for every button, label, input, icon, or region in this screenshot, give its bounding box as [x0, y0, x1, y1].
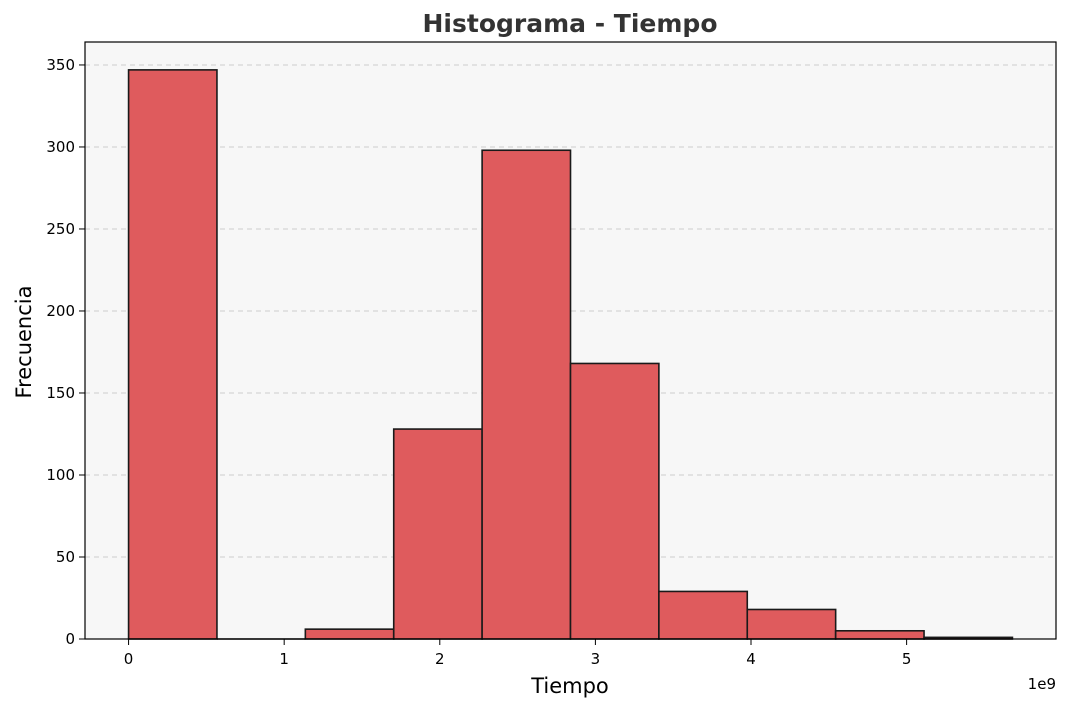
- y-tick-label: 50: [56, 548, 75, 566]
- y-axis-label: Frecuencia: [12, 286, 36, 399]
- histogram-bar: [746, 608, 837, 640]
- y-tick-label: 200: [46, 302, 75, 320]
- y-tick-label: 350: [46, 56, 75, 74]
- plot-frame: [84, 41, 1057, 640]
- x-tick-label: 5: [902, 650, 912, 668]
- x-tick-label: 4: [746, 650, 756, 668]
- chart-title: Histograma - Tiempo: [423, 9, 718, 38]
- y-tick-label: 300: [46, 138, 75, 156]
- y-axis-ticks: 0 50 100 150 200 250 300 350: [46, 56, 85, 648]
- y-tick-label: 150: [46, 384, 75, 402]
- x-tick-label: 3: [591, 650, 601, 668]
- x-axis-label: Tiempo: [530, 674, 609, 698]
- y-tick-label: 0: [65, 630, 75, 648]
- histogram-bar: [569, 362, 660, 640]
- x-tick-label: 2: [435, 650, 445, 668]
- x-tick-label: 1: [279, 650, 289, 668]
- histogram-bar: [658, 590, 749, 640]
- histogram-bar: [834, 629, 925, 640]
- x-axis-ticks: 0 1 2 3 4 5: [124, 639, 912, 668]
- histogram-bar: [481, 149, 572, 640]
- x-axis-offset-text: 1e9: [1028, 675, 1056, 693]
- y-tick-label: 250: [46, 220, 75, 238]
- histogram-bar: [127, 69, 218, 640]
- y-tick-label: 100: [46, 466, 75, 484]
- x-tick-label: 0: [124, 650, 134, 668]
- histogram-bar: [392, 428, 483, 640]
- histogram-bar: [304, 628, 395, 640]
